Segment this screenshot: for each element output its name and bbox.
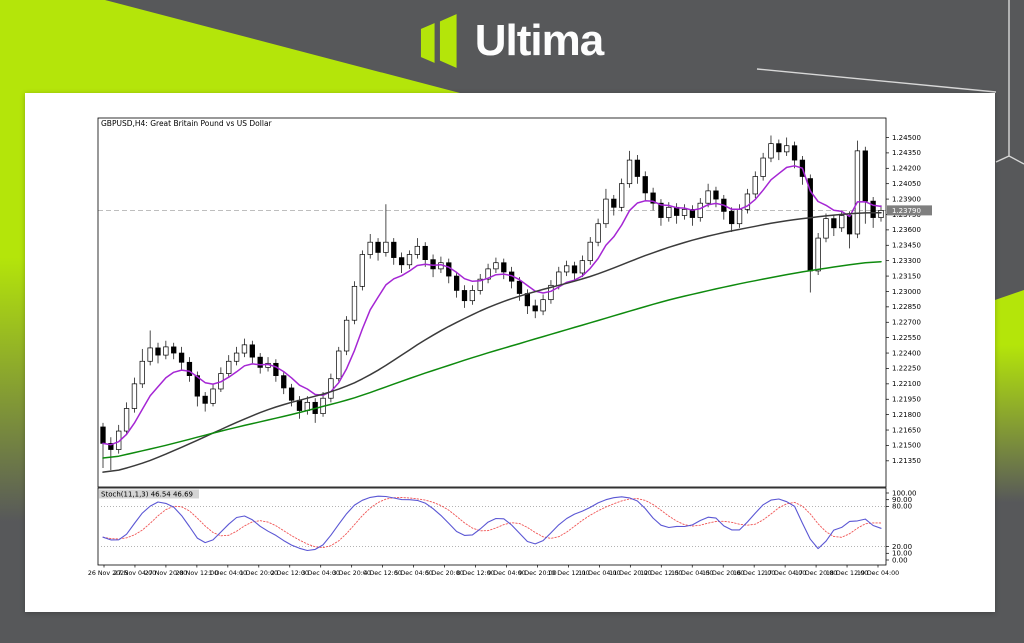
svg-text:1.21650: 1.21650 <box>892 426 921 434</box>
fast-ma-line <box>102 165 882 446</box>
svg-text:1.24500: 1.24500 <box>892 134 921 142</box>
svg-text:9 Dec 20:00: 9 Dec 20:00 <box>518 570 556 577</box>
svg-text:10 Dec 12:00: 10 Dec 12:00 <box>547 570 589 577</box>
svg-text:1.21800: 1.21800 <box>892 411 921 419</box>
brand-logo: Ultima <box>420 14 604 68</box>
accent-strip-left <box>0 92 25 643</box>
svg-text:1.23600: 1.23600 <box>892 226 921 234</box>
svg-text:1.23450: 1.23450 <box>892 242 921 250</box>
accent-strip-right <box>995 290 1024 540</box>
svg-text:26 Nov 2025: 26 Nov 2025 <box>88 570 128 577</box>
svg-text:17 Dec 04:00: 17 Dec 04:00 <box>764 570 806 577</box>
brand-name: Ultima <box>474 16 604 65</box>
svg-text:1.24350: 1.24350 <box>892 149 921 157</box>
svg-text:11 Dec 04:00: 11 Dec 04:00 <box>578 570 620 577</box>
svg-text:1.22550: 1.22550 <box>892 334 921 342</box>
svg-text:1.21500: 1.21500 <box>892 442 921 450</box>
svg-text:19 Dec 04:00: 19 Dec 04:00 <box>857 570 899 577</box>
svg-text:1.24050: 1.24050 <box>892 180 921 188</box>
svg-text:1.23790: 1.23790 <box>892 207 921 215</box>
svg-text:20.00: 20.00 <box>892 543 912 551</box>
svg-text:0.00: 0.00 <box>892 556 908 564</box>
svg-text:1.22100: 1.22100 <box>892 380 921 388</box>
price-axis: 1.24500 1.24350 1.24200 1.24050 1.23900 1.237… <box>886 134 921 465</box>
stoch-k-line <box>102 495 882 552</box>
svg-text:1.23900: 1.23900 <box>892 195 921 203</box>
svg-text:1.21350: 1.21350 <box>892 457 921 465</box>
svg-text:5 Dec 04:00: 5 Dec 04:00 <box>394 570 432 577</box>
svg-text:1.21950: 1.21950 <box>892 396 921 404</box>
svg-text:90.00: 90.00 <box>892 496 912 504</box>
trading-chart[interactable]: 1.24500 1.24350 1.24200 1.24050 1.23900 1.237… <box>25 93 995 612</box>
candles-layer <box>100 135 884 471</box>
svg-text:2 Dec 12:00: 2 Dec 12:00 <box>271 570 309 577</box>
stoch-plot-frame <box>97 487 887 566</box>
svg-text:1 Dec 04:00: 1 Dec 04:00 <box>209 570 247 577</box>
svg-text:1.22850: 1.22850 <box>892 303 921 311</box>
svg-text:1.22700: 1.22700 <box>892 319 921 327</box>
svg-text:15 Dec 04:00: 15 Dec 04:00 <box>671 570 713 577</box>
svg-text:80.00: 80.00 <box>892 503 912 511</box>
svg-text:3 Dec 20:00: 3 Dec 20:00 <box>333 570 371 577</box>
mid-ma-line <box>102 211 882 473</box>
svg-text:15 Dec 20:00: 15 Dec 20:00 <box>702 570 744 577</box>
svg-text:4 Dec 12:00: 4 Dec 12:00 <box>363 570 401 577</box>
slow-ma-line <box>102 260 882 459</box>
stoch-label-box <box>99 489 199 499</box>
svg-text:28 Nov 12:00: 28 Nov 12:00 <box>176 570 218 577</box>
chart-canvas[interactable]: 1.24500 1.24350 1.24200 1.24050 1.23900 1.237… <box>25 93 995 612</box>
svg-text:17 Dec 20:00: 17 Dec 20:00 <box>795 570 837 577</box>
svg-text:8 Dec 12:00: 8 Dec 12:00 <box>456 570 494 577</box>
svg-text:1.23300: 1.23300 <box>892 257 921 265</box>
ultima-logo-icon <box>420 14 461 68</box>
svg-text:1.22250: 1.22250 <box>892 365 921 373</box>
svg-text:27 Nov 04:00: 27 Nov 04:00 <box>114 570 156 577</box>
svg-text:9 Dec 04:00: 9 Dec 04:00 <box>487 570 525 577</box>
svg-text:1.24200: 1.24200 <box>892 165 921 173</box>
svg-text:1.23150: 1.23150 <box>892 272 921 280</box>
stoch-label: Stoch(11,1,3) 46.54 46.69 <box>101 491 193 499</box>
svg-text:16 Dec 12:00: 16 Dec 12:00 <box>733 570 775 577</box>
svg-text:1.23000: 1.23000 <box>892 288 921 296</box>
svg-text:1.22400: 1.22400 <box>892 349 921 357</box>
svg-text:5 Dec 20:00: 5 Dec 20:00 <box>425 570 463 577</box>
stoch-d-line <box>102 497 882 549</box>
svg-text:1 Dec 20:00: 1 Dec 20:00 <box>240 570 278 577</box>
current-price-box <box>887 205 932 216</box>
chart-title: GBPUSD,H4: Great Britain Pound vs US Dol… <box>101 119 273 128</box>
chart-card: 1.24500 1.24350 1.24200 1.24050 1.23900 1.237… <box>25 93 995 612</box>
svg-text:10.00: 10.00 <box>892 550 912 558</box>
main-plot-frame <box>97 117 887 488</box>
svg-text:3 Dec 04:00: 3 Dec 04:00 <box>302 570 340 577</box>
svg-text:18 Dec 12:00: 18 Dec 12:00 <box>826 570 868 577</box>
svg-text:12 Dec 12:00: 12 Dec 12:00 <box>640 570 682 577</box>
accent-wedge-top-left <box>0 0 460 93</box>
svg-text:27 Nov 20:00: 27 Nov 20:00 <box>145 570 187 577</box>
svg-text:100.00: 100.00 <box>892 489 917 497</box>
svg-text:11 Dec 20:00: 11 Dec 20:00 <box>609 570 651 577</box>
